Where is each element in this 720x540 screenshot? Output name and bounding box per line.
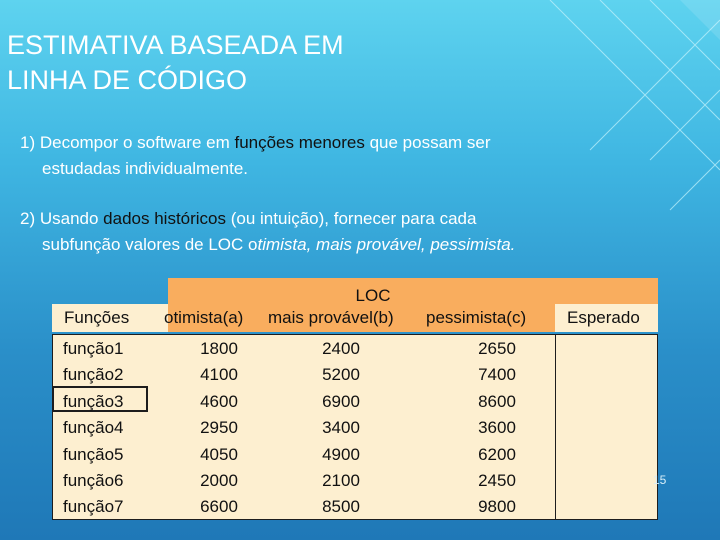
funcao3-cell bbox=[52, 386, 148, 412]
bullet-2-prefix: 2) Usando bbox=[20, 209, 104, 228]
bullet-1-prefix: 1) Decompor o software em bbox=[20, 133, 235, 152]
title-line-2: LINHA DE CÓDIGO bbox=[7, 65, 248, 95]
row-2-funcao: função2 bbox=[63, 365, 124, 384]
esperado-column bbox=[555, 334, 658, 520]
row-5-pessimista: 6200 bbox=[478, 445, 516, 464]
table-body bbox=[52, 334, 658, 520]
row-2-provavel: 5200 bbox=[322, 365, 360, 384]
row-5-otimista: 4050 bbox=[200, 445, 238, 464]
bullet-2: 2) Usando dados históricos (ou intuição)… bbox=[20, 206, 680, 258]
slide-title: ESTIMATIVA BASEADA EM LINHA DE CÓDIGO bbox=[7, 28, 344, 98]
row-5-funcao: função5 bbox=[63, 445, 124, 464]
row-6-pessimista: 2450 bbox=[478, 471, 516, 490]
row-5-provavel: 4900 bbox=[322, 445, 360, 464]
bullet-list: 1) Decompor o software em funções menore… bbox=[20, 130, 680, 258]
bullet-1-highlight: funções menores bbox=[234, 133, 365, 152]
header-pessimista: pessimista(c) bbox=[426, 308, 527, 327]
row-1-provavel: 2400 bbox=[322, 339, 360, 358]
bullet-2-highlight: dados históricos bbox=[103, 209, 227, 228]
bullet-1-suffix: que possam ser bbox=[364, 133, 491, 152]
loc-group-header: LOC bbox=[355, 286, 391, 305]
row-7-funcao: função7 bbox=[63, 497, 124, 516]
row-2-otimista: 4100 bbox=[200, 365, 238, 384]
row-3-otimista: 4600 bbox=[200, 392, 238, 411]
row-7-otimista: 6600 bbox=[200, 497, 238, 516]
bullet-2-line-2-italic: timista, mais provável, pessimista. bbox=[257, 235, 516, 254]
row-6-provavel: 2100 bbox=[322, 471, 360, 490]
bullet-2-line-2: subfunção valores de LOC otimista, mais … bbox=[20, 232, 680, 258]
row-3-funcao: função3 bbox=[63, 392, 124, 411]
row-2-pessimista: 7400 bbox=[478, 365, 516, 384]
header-provavel: mais provável(b) bbox=[268, 308, 394, 327]
header-funcoes: Funções bbox=[64, 308, 130, 327]
row-3-pessimista: 8600 bbox=[478, 392, 516, 411]
bullet-2-suffix: (ou intuição), fornecer para cada bbox=[226, 209, 477, 228]
row-4-pessimista: 3600 bbox=[478, 418, 516, 437]
row-7-provavel: 8500 bbox=[322, 497, 360, 516]
page-number: 15 bbox=[653, 473, 667, 487]
row-4-funcao: função4 bbox=[63, 418, 124, 437]
bullet-1-line-2: estudadas individualmente. bbox=[42, 159, 249, 178]
funcoes-header-cell bbox=[52, 304, 168, 332]
row-1-otimista: 1800 bbox=[200, 339, 238, 358]
decorative-lines bbox=[549, 0, 720, 211]
header-otimista: otimista(a) bbox=[164, 308, 244, 327]
row-7-pessimista: 9800 bbox=[478, 497, 516, 516]
row-1-funcao: função1 bbox=[63, 339, 124, 358]
row-4-provavel: 3400 bbox=[322, 418, 360, 437]
row-4-otimista: 2950 bbox=[200, 418, 238, 437]
row-1-pessimista: 2650 bbox=[478, 339, 516, 358]
row-6-otimista: 2000 bbox=[200, 471, 238, 490]
esperado-header-cell bbox=[555, 304, 658, 332]
title-line-1: ESTIMATIVA BASEADA EM bbox=[7, 30, 344, 60]
row-6-funcao: função6 bbox=[63, 471, 124, 490]
bullet-1: 1) Decompor o software em funções menore… bbox=[20, 130, 680, 182]
row-3-provavel: 6900 bbox=[322, 392, 360, 411]
header-esperado: Esperado bbox=[567, 308, 640, 327]
bullet-2-line-2-prefix: subfunção valores de LOC o bbox=[42, 235, 258, 254]
